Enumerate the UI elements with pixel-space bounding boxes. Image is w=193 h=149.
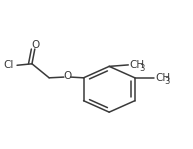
- Text: CH: CH: [129, 60, 144, 70]
- Text: CH: CH: [155, 73, 170, 83]
- Text: O: O: [63, 71, 71, 81]
- Text: 3: 3: [139, 64, 144, 73]
- Text: O: O: [32, 40, 40, 50]
- Text: Cl: Cl: [3, 60, 14, 70]
- Text: 3: 3: [164, 77, 170, 86]
